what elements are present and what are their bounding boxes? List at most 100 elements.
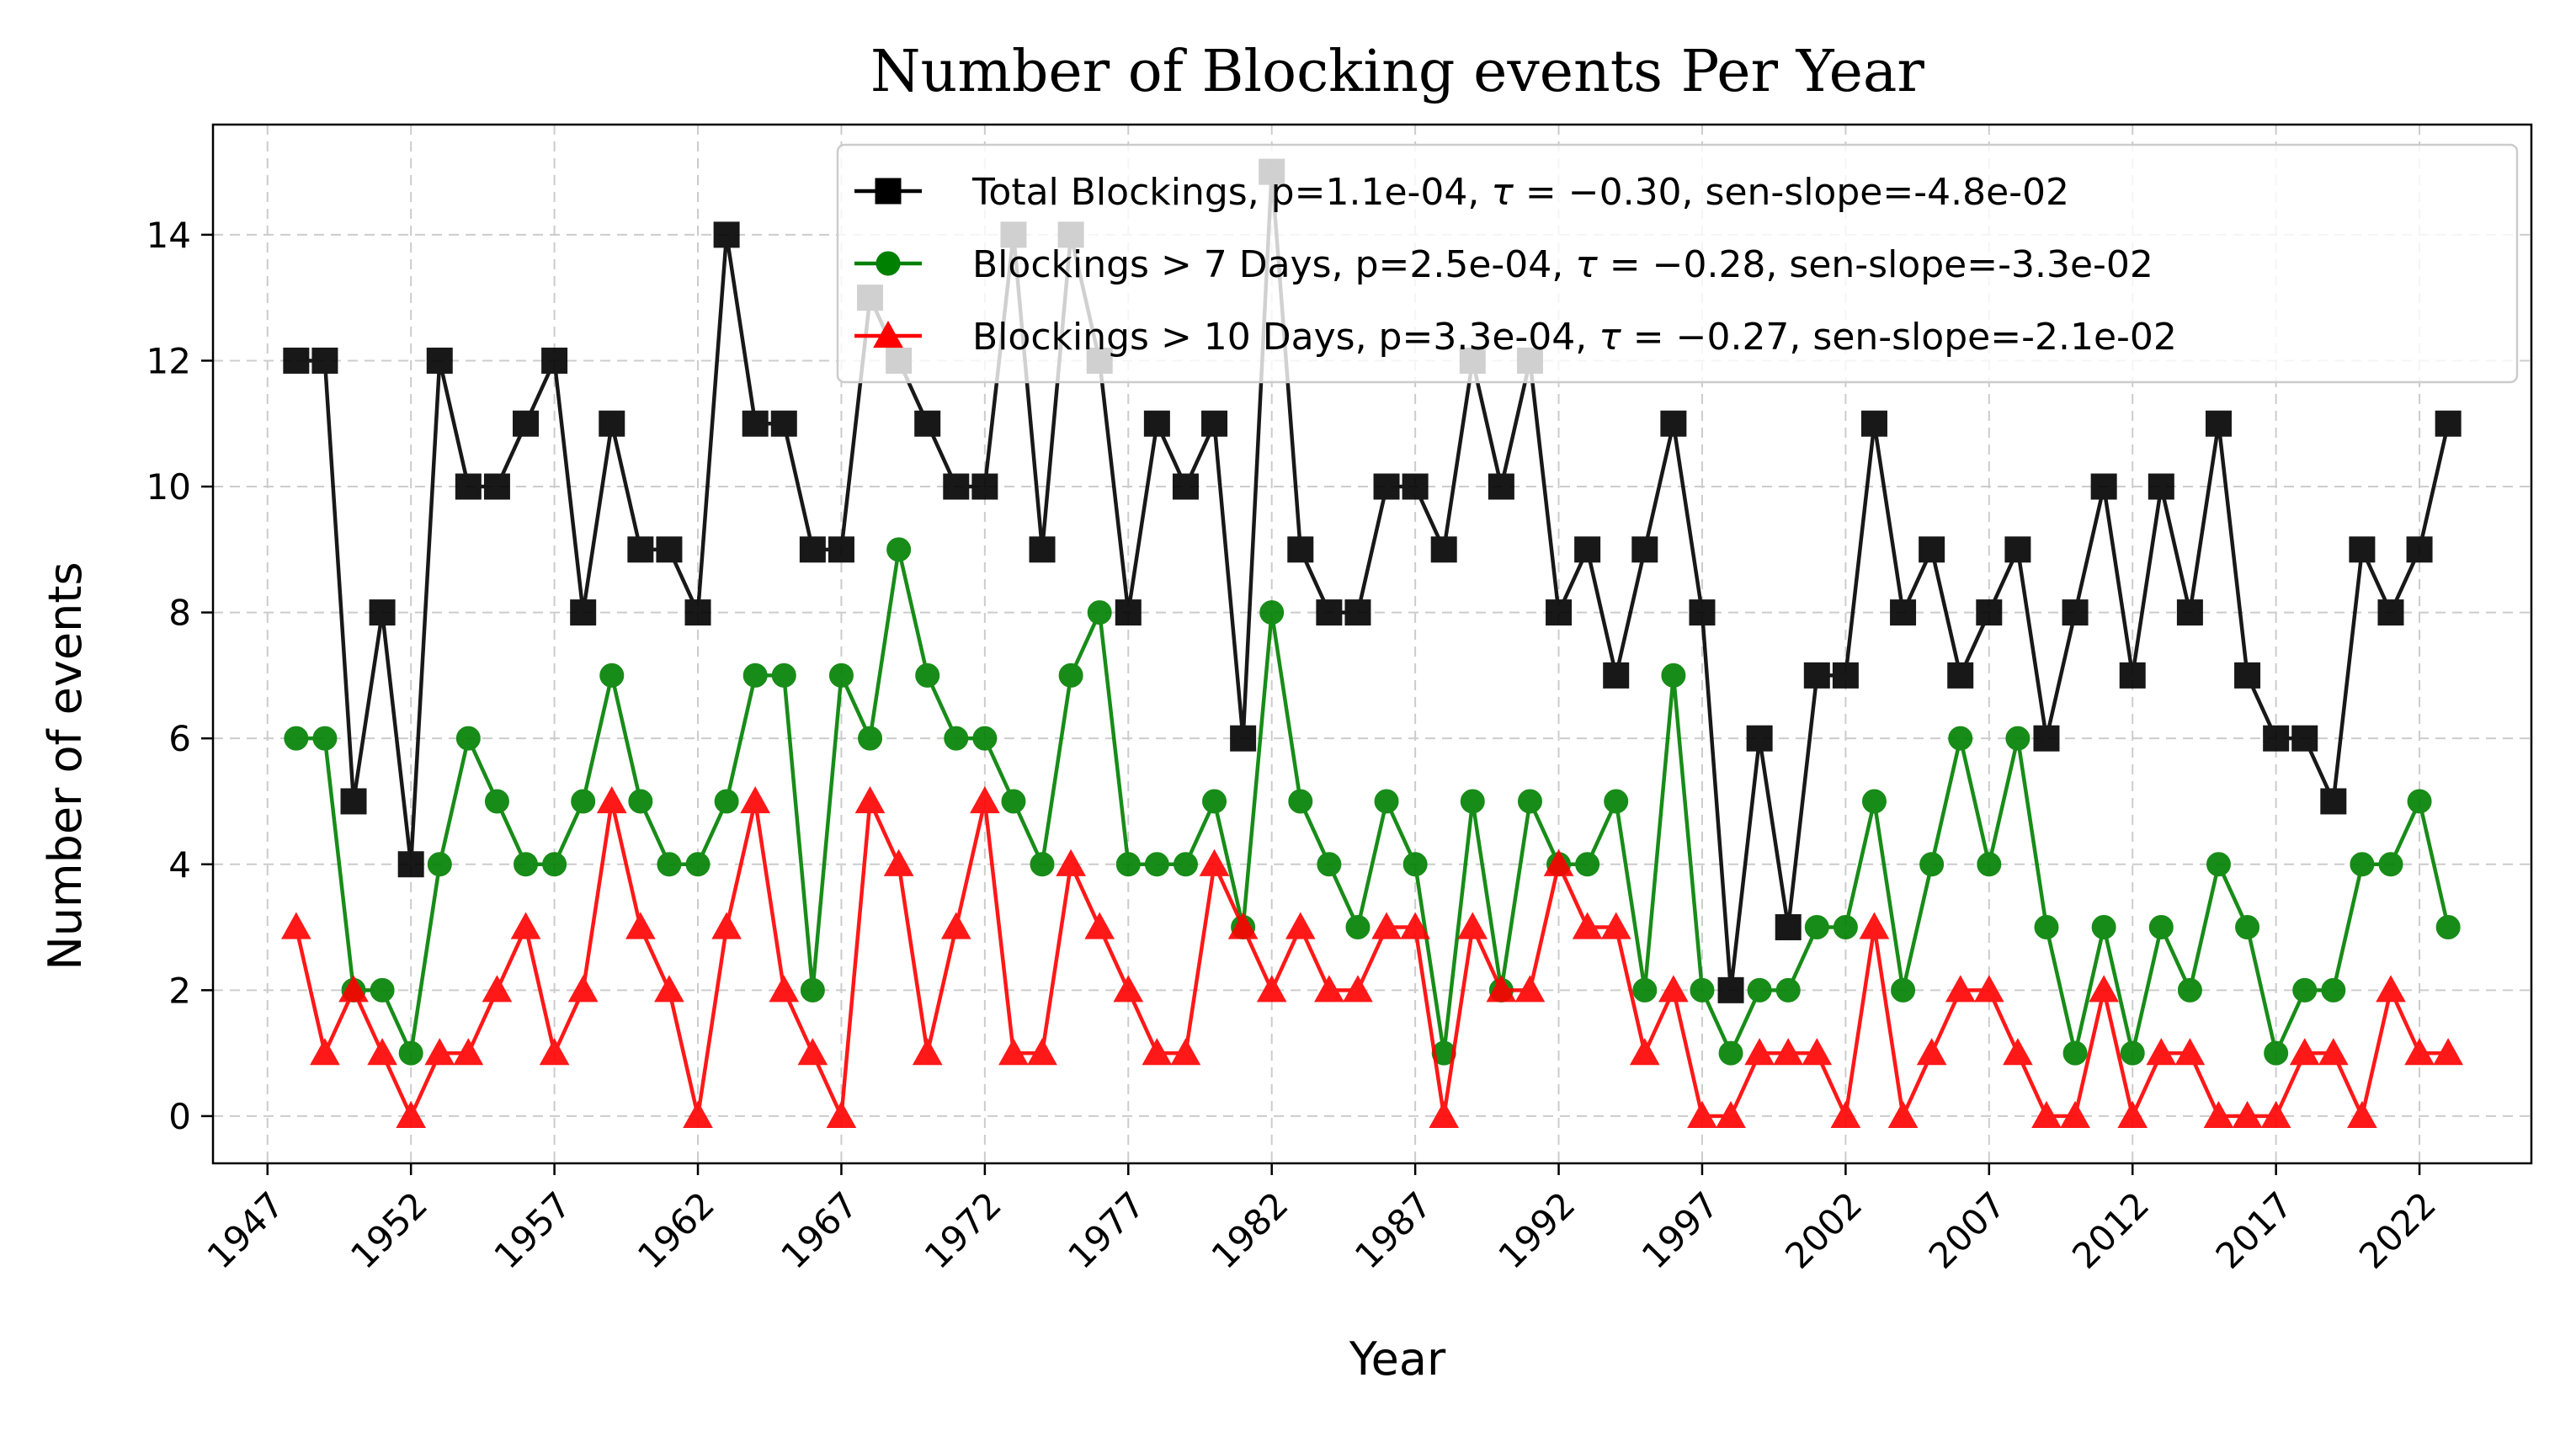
data-point bbox=[571, 789, 596, 814]
data-point bbox=[2062, 1040, 2088, 1066]
data-point bbox=[2176, 599, 2203, 626]
data-point bbox=[2205, 410, 2232, 437]
data-point bbox=[1948, 726, 1973, 751]
data-point bbox=[541, 347, 568, 374]
y-tick-label: 4 bbox=[168, 844, 191, 886]
data-point bbox=[369, 599, 396, 626]
data-point bbox=[769, 975, 800, 1003]
data-point bbox=[1887, 1100, 1919, 1129]
data-point bbox=[1460, 789, 1485, 814]
data-point bbox=[1572, 912, 1603, 939]
data-point bbox=[1486, 975, 1517, 1003]
data-point bbox=[2033, 725, 2060, 752]
data-point bbox=[284, 726, 309, 751]
data-point bbox=[1027, 1038, 1057, 1066]
data-point bbox=[1113, 975, 1144, 1003]
data-point bbox=[1945, 975, 1976, 1003]
data-point bbox=[599, 662, 625, 688]
y-tick-label: 12 bbox=[146, 340, 191, 381]
legend-label-part: Total Blockings, p=1.1e-04, bbox=[971, 171, 1491, 214]
data-point bbox=[2089, 975, 2119, 1003]
data-point bbox=[1830, 1100, 1861, 1129]
data-point bbox=[943, 473, 970, 500]
data-point bbox=[2404, 1038, 2435, 1066]
data-point bbox=[627, 536, 654, 563]
data-point bbox=[2060, 1100, 2090, 1129]
data-point bbox=[2433, 1038, 2464, 1066]
data-point bbox=[1344, 599, 1371, 626]
data-point bbox=[1660, 410, 1687, 437]
data-point bbox=[2034, 915, 2059, 940]
legend-label: Total Blockings, p=1.1e-04, τ = −0.30, s… bbox=[971, 171, 2069, 214]
data-point bbox=[971, 473, 998, 500]
data-point bbox=[854, 785, 886, 814]
legend-label-part: τ bbox=[1491, 171, 1514, 214]
data-point bbox=[1629, 1038, 1660, 1066]
data-point bbox=[310, 1038, 340, 1066]
data-point bbox=[1802, 1038, 1833, 1066]
series-blockings-10-days bbox=[280, 785, 2464, 1129]
series-line bbox=[295, 547, 2451, 1056]
data-point bbox=[1658, 975, 1689, 1003]
data-point bbox=[1173, 852, 1198, 877]
data-point bbox=[1087, 600, 1112, 625]
legend-label-part: τ bbox=[1599, 316, 1621, 359]
legend-label-part: = −0.28, sen-slope=-3.3e-02 bbox=[1598, 243, 2153, 286]
data-point bbox=[2320, 788, 2347, 815]
data-point bbox=[711, 912, 742, 939]
data-point bbox=[2318, 1038, 2349, 1066]
data-point bbox=[397, 851, 424, 878]
data-point bbox=[2263, 725, 2290, 752]
data-point bbox=[1919, 852, 1945, 877]
data-point bbox=[1543, 848, 1574, 876]
data-point bbox=[338, 975, 369, 1003]
data-point bbox=[1288, 789, 1313, 814]
data-point bbox=[2292, 977, 2318, 1003]
data-point bbox=[826, 1100, 857, 1129]
legend-label-part: Blockings > 10 Days, p=3.3e-04, bbox=[972, 316, 1599, 359]
series-line bbox=[295, 169, 2451, 992]
data-point bbox=[1374, 789, 1399, 814]
data-point bbox=[625, 912, 656, 939]
data-point bbox=[1833, 915, 1858, 940]
legend-label-part: = −0.30, sen-slope=-4.8e-02 bbox=[1514, 171, 2069, 214]
data-point bbox=[998, 1038, 1029, 1066]
data-point bbox=[2031, 1100, 2062, 1129]
data-point bbox=[484, 789, 509, 814]
data-point bbox=[2347, 1100, 2377, 1129]
data-point bbox=[1773, 1038, 1804, 1066]
data-point bbox=[1430, 536, 1457, 563]
data-point bbox=[1804, 915, 1829, 940]
y-tick-label: 14 bbox=[146, 215, 191, 256]
legend-entry-blockings-10-days: Blockings > 10 Days, p=3.3e-04, τ = −0.2… bbox=[854, 316, 2177, 359]
legend-marker bbox=[873, 320, 903, 348]
data-point bbox=[2378, 852, 2403, 877]
data-point bbox=[513, 410, 540, 437]
data-point bbox=[1775, 914, 1802, 941]
data-point bbox=[1919, 536, 1945, 563]
data-point bbox=[1746, 725, 1773, 752]
data-point bbox=[770, 410, 797, 437]
data-point bbox=[311, 347, 338, 374]
data-point bbox=[1575, 852, 1600, 877]
data-point bbox=[1604, 789, 1629, 814]
data-point bbox=[2291, 725, 2318, 752]
data-point bbox=[340, 788, 367, 815]
data-point bbox=[1891, 977, 1916, 1003]
data-point bbox=[1201, 410, 1228, 437]
data-point bbox=[2349, 536, 2376, 563]
data-point bbox=[970, 785, 1000, 814]
data-point bbox=[886, 537, 912, 562]
data-point bbox=[396, 1100, 427, 1129]
data-point bbox=[1429, 1100, 1460, 1129]
data-point bbox=[542, 852, 567, 877]
data-point bbox=[972, 726, 998, 751]
data-point bbox=[1832, 662, 1859, 689]
legend-entry-total-blockings: Total Blockings, p=1.1e-04, τ = −0.30, s… bbox=[854, 171, 2069, 214]
legend-marker bbox=[875, 178, 902, 205]
data-point bbox=[1172, 473, 1199, 500]
legend-marker bbox=[876, 251, 901, 276]
legend-entry-blockings-7-days: Blockings > 7 Days, p=2.5e-04, τ = −0.28… bbox=[854, 243, 2153, 286]
data-point bbox=[1345, 915, 1370, 940]
y-tick-label: 0 bbox=[168, 1096, 191, 1137]
